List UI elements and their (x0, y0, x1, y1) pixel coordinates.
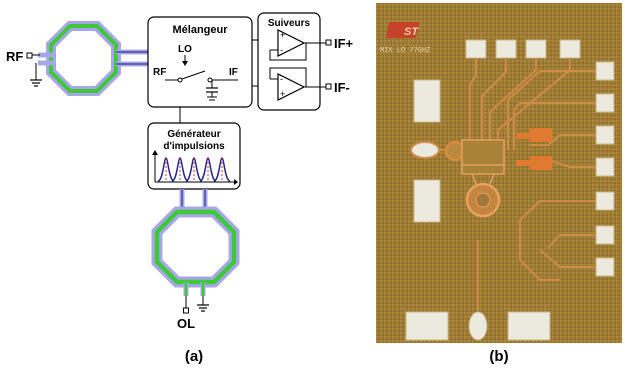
right-pads (595, 61, 615, 277)
generator-title-2: d'impulsions (163, 141, 225, 152)
mixer-title: Mélangeur (172, 24, 228, 36)
svg-text:-: - (280, 45, 283, 55)
if-pos-label: IF+ (334, 36, 354, 51)
ol-terminal (183, 307, 189, 314)
st-logo: ST (385, 22, 419, 38)
opamp-bottom: - + (269, 67, 326, 101)
svg-text:+: + (280, 30, 285, 40)
mixer-lo-label: LO (178, 44, 192, 55)
mixer-rf-label: RF (153, 67, 166, 78)
mixer-block: Mélangeur LO RF IF (147, 16, 253, 108)
metal-traces (440, 58, 596, 312)
caption-b: (b) (489, 348, 508, 365)
chip-marking: MIX LO 77GHZ (380, 47, 430, 55)
lo-balun-coil (151, 189, 240, 296)
opamp-top: + - (269, 29, 326, 61)
caption-a: (a) (185, 348, 203, 365)
if-pos-terminal (325, 39, 332, 46)
pulse-generator-block: Générateur d'impulsions (147, 122, 241, 190)
generator-title-1: Générateur (167, 129, 220, 140)
panel-a-schematic: RF Mélangeur LO RF IF (6, 12, 354, 365)
rf-port-label: RF (6, 49, 23, 64)
bottom-pad-right (507, 311, 551, 341)
svg-text:-: - (280, 74, 283, 84)
ground-icon (30, 63, 42, 87)
followers-title: Suiveurs (268, 18, 311, 29)
left-pad-top (413, 79, 441, 123)
panel-b-chip-photo: ST MIX LO 77GHZ (376, 3, 622, 365)
if-neg-terminal (325, 83, 332, 90)
pulse-train (157, 157, 231, 182)
svg-text:ST: ST (404, 26, 419, 38)
mixer-if-label: IF (229, 67, 238, 78)
rf-balun-coil (38, 21, 150, 96)
ol-port-label: OL (177, 316, 195, 331)
left-pad-bottom (413, 179, 441, 223)
rf-terminal (26, 52, 33, 59)
if-neg-label: IF- (334, 80, 350, 95)
svg-text:+: + (280, 89, 285, 99)
ground-icon (197, 296, 209, 312)
core-circuit (410, 128, 552, 218)
top-pads (465, 39, 581, 59)
followers-block: Suiveurs + - - + (257, 12, 326, 111)
bottom-pad-center (468, 311, 488, 341)
bottom-pad-left (405, 311, 449, 341)
